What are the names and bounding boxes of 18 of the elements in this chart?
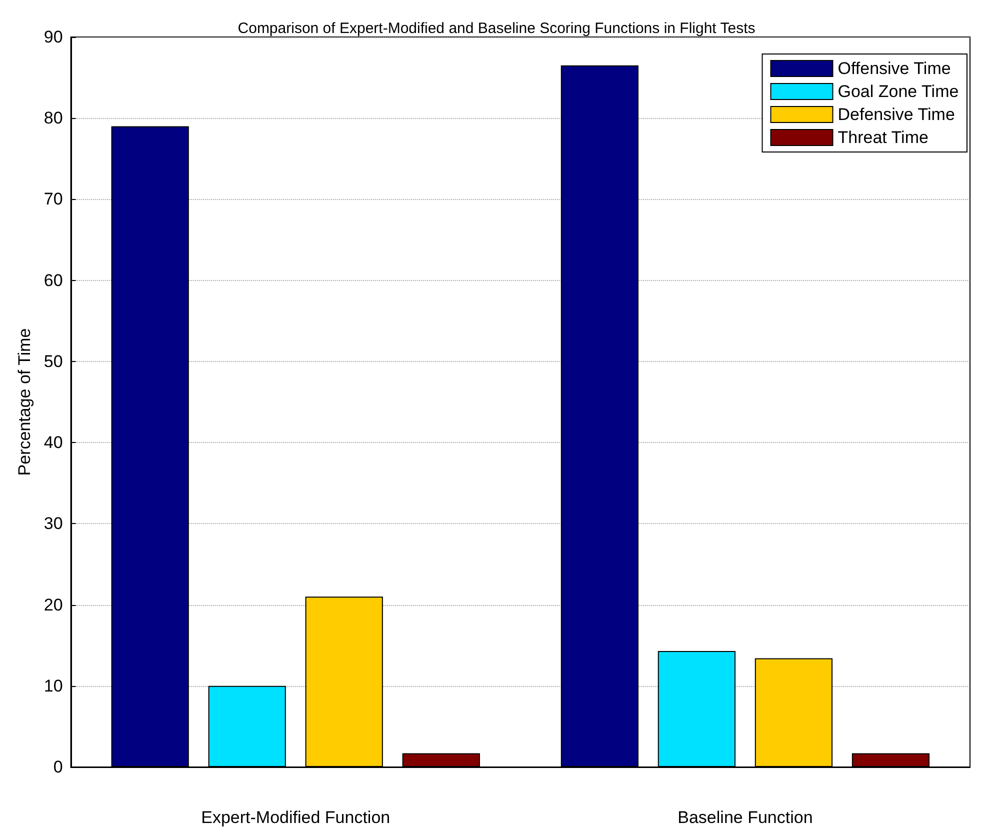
y-tick-label: 30 (44, 514, 63, 534)
chart-title: Comparison of Expert-Modified and Baseline Scoring Functions in Flight Tests (238, 20, 756, 37)
y-tick-label: 60 (44, 270, 63, 290)
legend-label: Threat Time (838, 128, 928, 147)
y-tick-label: 80 (44, 108, 63, 128)
x-tick-label: Baseline Function (678, 808, 813, 827)
legend-label: Defensive Time (838, 105, 955, 124)
legend-label: Goal Zone Time (838, 82, 959, 101)
y-tick-label: 10 (44, 676, 63, 696)
y-tick-label: 50 (44, 352, 63, 371)
y-tick-label: 70 (44, 190, 63, 209)
y-tick-label: 20 (44, 595, 63, 614)
y-axis-title: Percentage of Time (15, 328, 34, 476)
y-tick-label: 40 (44, 433, 63, 452)
y-tick-label: 0 (53, 758, 63, 776)
x-tick-label: Expert-Modified Function (201, 808, 390, 827)
legend-label: Offensive Time (838, 59, 951, 78)
y-tick-label: 90 (44, 28, 63, 46)
